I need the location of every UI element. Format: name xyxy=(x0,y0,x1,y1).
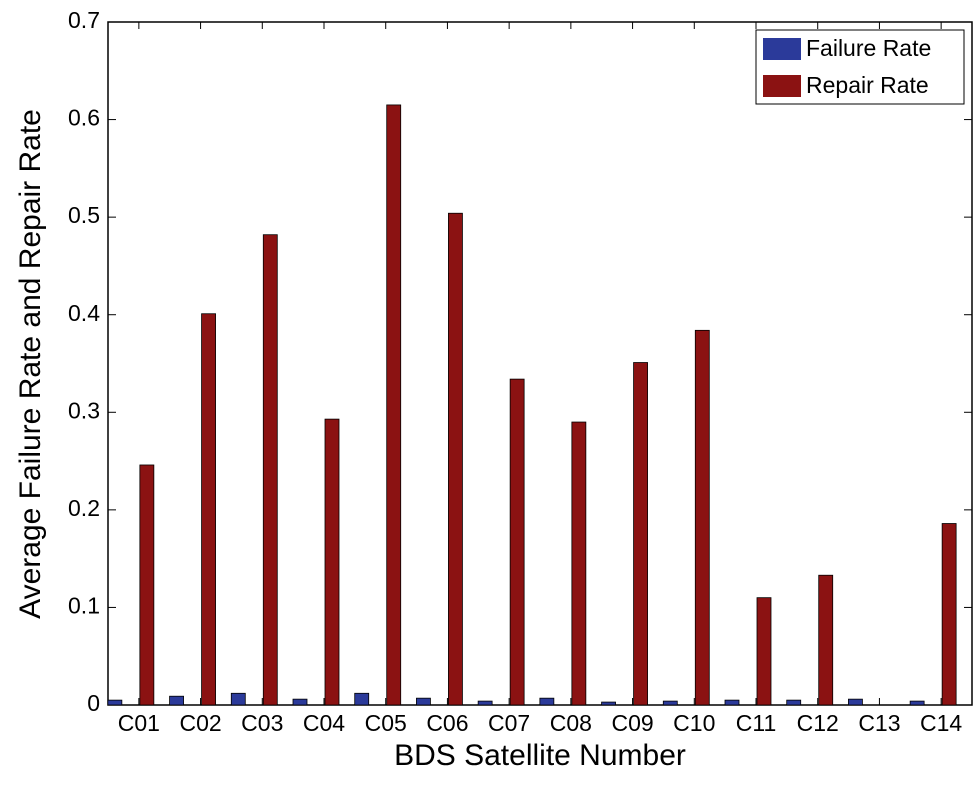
x-axis-title: BDS Satellite Number xyxy=(394,739,686,772)
bar-failure-rate-c11 xyxy=(724,699,740,706)
x-tick-label: C02 xyxy=(179,710,221,736)
x-axis: C01 C02 C03 C04 C05 C06 C07 C08 C09 C10 C11 C12 C13 C… xyxy=(118,22,962,736)
x-tick-label: C11 xyxy=(736,710,777,736)
bar-repair-rate-c12 xyxy=(818,574,834,706)
bar-failure-rate-c07 xyxy=(477,700,493,706)
bars xyxy=(107,104,957,706)
y-tick-label: 0 xyxy=(87,690,100,716)
y-axis-title: Average Failure Rate and Repair Rate xyxy=(14,109,47,619)
y-axis: 0 0.1 0.2 0.3 0.4 0.5 0.6 0.7 xyxy=(68,7,972,716)
bar-failure-rate-c14 xyxy=(909,700,925,706)
bar-failure-rate-c13 xyxy=(848,698,863,706)
y-tick-label: 0.1 xyxy=(68,593,100,619)
y-tick-label: 0.7 xyxy=(68,7,100,33)
bar-repair-rate-c03 xyxy=(262,234,278,706)
bar-repair-rate-c11 xyxy=(756,597,772,706)
x-tick-label: C09 xyxy=(611,710,653,736)
bar-failure-rate-c06 xyxy=(416,697,431,706)
bar-repair-rate-c14 xyxy=(941,523,957,706)
x-tick-label: C08 xyxy=(550,710,592,736)
plot-area xyxy=(107,21,973,706)
y-tick-label: 0.4 xyxy=(68,300,100,326)
bar-failure-rate-c03 xyxy=(230,692,246,706)
x-tick-label: C07 xyxy=(488,710,530,736)
x-tick-label: C10 xyxy=(673,710,715,736)
bar-failure-rate-c12 xyxy=(786,699,802,706)
bar-repair-rate-c02 xyxy=(201,313,216,706)
bar-repair-rate-c08 xyxy=(571,421,587,706)
legend: Failure Rate Repair Rate xyxy=(755,29,965,105)
x-tick-label: C04 xyxy=(303,710,345,736)
bar-failure-rate-c08 xyxy=(539,697,555,706)
bar-failure-rate-c04 xyxy=(292,698,308,706)
bar-repair-rate-c10 xyxy=(694,329,710,706)
x-tick-label: C13 xyxy=(858,710,900,736)
bar-failure-rate-c02 xyxy=(169,695,184,706)
x-tick-label: C12 xyxy=(797,710,839,736)
x-tick-label: C14 xyxy=(920,710,962,736)
y-tick-label: 0.2 xyxy=(68,495,100,521)
bar-repair-rate-c09 xyxy=(633,362,648,706)
legend-label-failure-rate: Failure Rate xyxy=(806,35,931,61)
bar-failure-rate-c01 xyxy=(107,699,123,706)
legend-label-repair-rate: Repair Rate xyxy=(806,72,929,98)
y-tick-label: 0.5 xyxy=(68,202,100,228)
bar-repair-rate-c06 xyxy=(448,212,463,706)
bar-failure-rate-c10 xyxy=(662,700,678,706)
bar-failure-rate-c09 xyxy=(601,701,616,706)
x-tick-label: C03 xyxy=(241,710,283,736)
y-tick-label: 0.6 xyxy=(68,105,100,131)
bar-repair-rate-c05 xyxy=(386,104,402,706)
bar-repair-rate-c01 xyxy=(139,464,155,706)
y-tick-label: 0.3 xyxy=(68,397,100,423)
x-tick-label: C06 xyxy=(426,710,468,736)
bar-repair-rate-c04 xyxy=(324,418,340,706)
x-tick-label: C01 xyxy=(118,710,160,736)
bar-repair-rate-c07 xyxy=(509,378,525,706)
bar-failure-rate-c05 xyxy=(354,692,370,706)
x-tick-label: C05 xyxy=(365,710,407,736)
legend-swatch-repair-rate xyxy=(763,75,801,97)
legend-swatch-failure-rate xyxy=(763,38,801,60)
